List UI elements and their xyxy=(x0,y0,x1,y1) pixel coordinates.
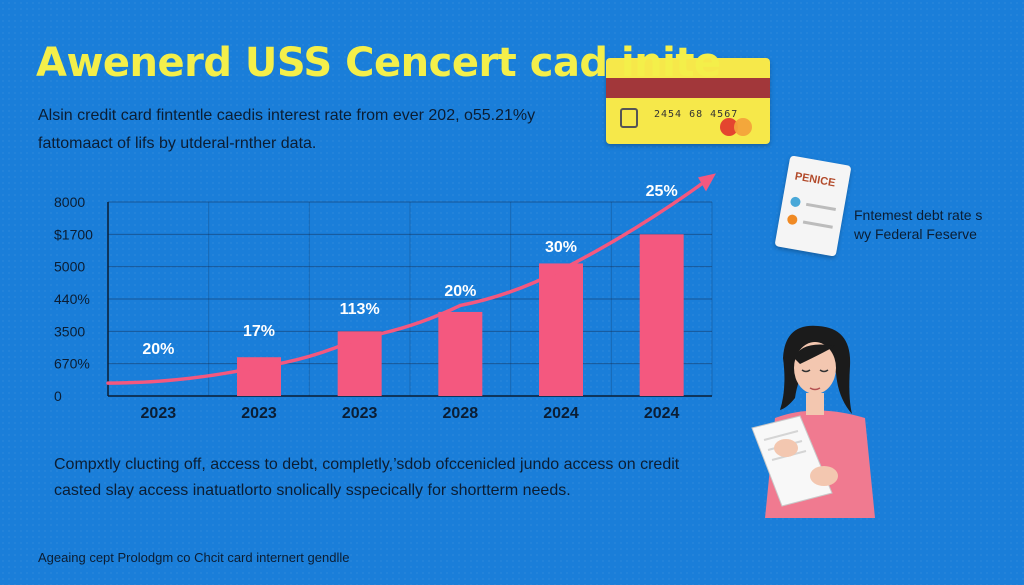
bar xyxy=(337,331,382,396)
card-stripe xyxy=(606,78,770,98)
woman-hand-left xyxy=(774,439,798,457)
y-tick-label: 5000 xyxy=(54,259,85,275)
card-number: 2454 68 4567 xyxy=(654,109,739,120)
x-tick-label: 2028 xyxy=(443,405,479,422)
x-tick-label: 2024 xyxy=(543,405,579,422)
side-note: Fntemest debt rate s wy Federal Feserve xyxy=(854,207,983,242)
data-label: 17% xyxy=(243,323,275,340)
data-label: 30% xyxy=(545,239,577,256)
card-logo-circle-right xyxy=(734,118,752,136)
data-label: 113% xyxy=(340,301,380,318)
data-label: 20% xyxy=(444,283,476,300)
credit-card-illustration: 2454 68 4567 xyxy=(606,58,770,144)
card-logo-circle-left xyxy=(720,118,738,136)
woman-reading-illustration xyxy=(751,325,875,518)
bar xyxy=(539,263,583,396)
woman-eyes xyxy=(801,369,829,373)
y-tick-label: 0 xyxy=(54,388,62,404)
data-label: 20% xyxy=(142,341,174,358)
x-tick-label: 2023 xyxy=(141,405,177,422)
x-tick-label: 2024 xyxy=(644,405,680,422)
subtitle: Alsin credit card fintentle caedis inter… xyxy=(38,107,536,152)
body-text: Compxtly clucting off, access to debt, c… xyxy=(54,456,680,499)
y-tick-label: 8000 xyxy=(54,194,85,210)
woman-hand-right xyxy=(810,466,838,486)
trend-arrow-icon xyxy=(698,173,716,192)
footer-text: Ageaing cept Prolodgm co Chcit card inte… xyxy=(38,550,350,565)
woman-mouth xyxy=(809,387,821,391)
bar xyxy=(639,234,684,396)
x-tick-label: 2023 xyxy=(342,405,378,422)
card-chip-icon xyxy=(620,108,638,128)
woman-bangs xyxy=(794,344,835,364)
y-tick-label: 670% xyxy=(54,356,90,372)
y-tick-label: 440% xyxy=(54,291,90,307)
y-tick-label: $1700 xyxy=(54,226,93,242)
y-tick-label: 3500 xyxy=(54,323,85,339)
trend-line xyxy=(106,177,710,385)
data-label: 25% xyxy=(646,183,678,200)
woman-hair xyxy=(780,325,852,414)
bar xyxy=(438,311,483,396)
page-title: Awenerd USS Cencert cad inite xyxy=(36,40,721,86)
x-tick-label: 2023 xyxy=(241,405,277,422)
woman-neck xyxy=(806,393,824,415)
